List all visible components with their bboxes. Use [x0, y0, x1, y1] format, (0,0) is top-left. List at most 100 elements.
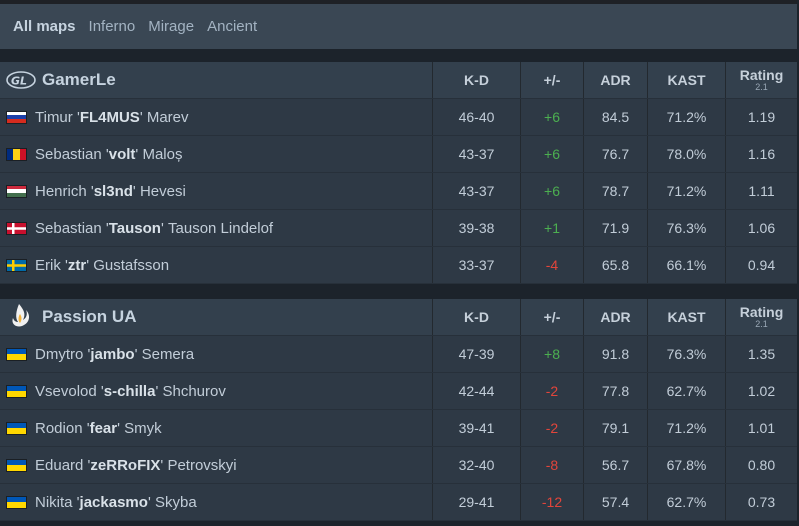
player-first: Nikita — [35, 493, 73, 511]
ukraine-flag-icon — [6, 421, 27, 435]
player-row: Eduard ' zeRRoFIX ' Petrovskyi 32-40 -8 56… — [0, 447, 797, 484]
tab-ancient[interactable]: Ancient — [207, 18, 258, 35]
plus-minus-value: -4 — [520, 247, 583, 283]
player-name-cell[interactable]: Sebastian ' Tauson ' Tauson Lindelof — [0, 210, 432, 246]
player-first: Dmytro — [35, 345, 84, 363]
team-name-cell[interactable]: Passion UA — [0, 299, 432, 335]
kast-value: 62.7% — [647, 373, 725, 409]
tab-all-maps[interactable]: All maps — [13, 18, 76, 35]
kast-value: 76.3% — [647, 210, 725, 246]
rating-value: 1.16 — [725, 136, 797, 172]
adr-value: 79.1 — [583, 410, 647, 446]
kd-value: 29-41 — [432, 484, 520, 520]
kast-value: 71.2% — [647, 410, 725, 446]
player-name-cell[interactable]: Henrich ' sl3nd ' Hevesi — [0, 173, 432, 209]
adr-value: 91.8 — [583, 336, 647, 372]
column-plus-minus[interactable]: +/- — [520, 299, 583, 335]
column-adr[interactable]: ADR — [583, 299, 647, 335]
player-name-cell[interactable]: Dmytro ' jambo ' Semera — [0, 336, 432, 372]
plus-minus-value: -8 — [520, 447, 583, 483]
team-stats-table: GL GamerLe K-D +/- ADR KAST Rating 2.1 T… — [0, 62, 797, 284]
player-first: Henrich — [35, 182, 87, 200]
player-nick: Tauson — [108, 219, 161, 237]
plus-minus-value: +6 — [520, 136, 583, 172]
adr-value: 65.8 — [583, 247, 647, 283]
team-name: Passion UA — [42, 307, 137, 326]
player-row: Nikita ' jackasmo ' Skyba 29-41 -12 57.4 6… — [0, 484, 797, 521]
sweden-flag-icon — [6, 258, 27, 272]
adr-value: 78.7 — [583, 173, 647, 209]
plus-minus-value: -2 — [520, 410, 583, 446]
kd-value: 43-37 — [432, 136, 520, 172]
player-last: Marev — [146, 108, 189, 126]
column-rating[interactable]: Rating 2.1 — [725, 299, 797, 335]
adr-value: 84.5 — [583, 99, 647, 135]
player-name-cell[interactable]: Eduard ' zeRRoFIX ' Petrovskyi — [0, 447, 432, 483]
player-nick: jackasmo — [79, 493, 148, 511]
column-plus-minus[interactable]: +/- — [520, 62, 583, 98]
column-kd[interactable]: K-D — [432, 299, 520, 335]
map-tabs: All maps Inferno Mirage Ancient — [0, 4, 797, 49]
player-row: Rodion ' fear ' Smyk 39-41 -2 79.1 71.2% 1… — [0, 410, 797, 447]
rating-label: Rating — [739, 67, 784, 83]
player-last: Hevesi — [139, 182, 186, 200]
player-last: Smyk — [124, 419, 162, 437]
kd-value: 47-39 — [432, 336, 520, 372]
player-name-cell[interactable]: Timur ' FL4MUS ' Marev — [0, 99, 432, 135]
player-row: Henrich ' sl3nd ' Hevesi 43-37 +6 78.7 71.… — [0, 173, 797, 210]
player-nick: fear — [89, 419, 118, 437]
player-nick: zeRRoFIX — [90, 456, 161, 474]
plus-minus-value: +8 — [520, 336, 583, 372]
column-kast[interactable]: KAST — [647, 299, 725, 335]
plus-minus-value: +6 — [520, 99, 583, 135]
player-first: Rodion — [35, 419, 83, 437]
denmark-flag-icon — [6, 221, 27, 235]
plus-minus-value: +1 — [520, 210, 583, 246]
adr-value: 57.4 — [583, 484, 647, 520]
plus-minus-value: +6 — [520, 173, 583, 209]
team-logo-icon: GL — [6, 69, 36, 91]
player-name-cell[interactable]: Sebastian ' volt ' Maloș — [0, 136, 432, 172]
player-row: Vsevolod ' s-chilla ' Shchurov 42-44 -2 77… — [0, 373, 797, 410]
player-name-cell[interactable]: Erik ' ztr ' Gustafsson — [0, 247, 432, 283]
ukraine-flag-icon — [6, 458, 27, 472]
team-header-row: Passion UA K-D +/- ADR KAST Rating 2.1 — [0, 299, 797, 336]
column-kd[interactable]: K-D — [432, 62, 520, 98]
player-name-cell[interactable]: Rodion ' fear ' Smyk — [0, 410, 432, 446]
tab-mirage[interactable]: Mirage — [148, 18, 195, 35]
column-rating[interactable]: Rating 2.1 — [725, 62, 797, 98]
column-kast[interactable]: KAST — [647, 62, 725, 98]
player-row: Dmytro ' jambo ' Semera 47-39 +8 91.8 76.3… — [0, 336, 797, 373]
column-adr[interactable]: ADR — [583, 62, 647, 98]
ukraine-flag-icon — [6, 495, 27, 509]
kd-value: 33-37 — [432, 247, 520, 283]
plus-minus-value: -2 — [520, 373, 583, 409]
kast-value: 78.0% — [647, 136, 725, 172]
player-name-cell[interactable]: Nikita ' jackasmo ' Skyba — [0, 484, 432, 520]
rating-value: 0.73 — [725, 484, 797, 520]
tab-inferno[interactable]: Inferno — [88, 18, 136, 35]
kd-value: 39-38 — [432, 210, 520, 246]
rating-value: 1.02 — [725, 373, 797, 409]
team-header-row: GL GamerLe K-D +/- ADR KAST Rating 2.1 — [0, 62, 797, 99]
kast-value: 67.8% — [647, 447, 725, 483]
player-nick: ztr — [67, 256, 87, 274]
ukraine-flag-icon — [6, 384, 27, 398]
rating-version: 2.1 — [755, 319, 768, 329]
player-nick: FL4MUS — [79, 108, 140, 126]
rating-value: 1.06 — [725, 210, 797, 246]
player-last: Semera — [141, 345, 195, 363]
plus-minus-value: -12 — [520, 484, 583, 520]
rating-label: Rating — [739, 304, 784, 320]
rating-value: 1.11 — [725, 173, 797, 209]
player-nick: jambo — [90, 345, 135, 363]
player-last: Tauson Lindelof — [168, 219, 274, 237]
kd-value: 43-37 — [432, 173, 520, 209]
player-last: Skyba — [154, 493, 197, 511]
russia-flag-icon — [6, 110, 27, 124]
player-name-cell[interactable]: Vsevolod ' s-chilla ' Shchurov — [0, 373, 432, 409]
kast-value: 76.3% — [647, 336, 725, 372]
team-name-cell[interactable]: GL GamerLe — [0, 62, 432, 98]
ukraine-flag-icon — [6, 347, 27, 361]
player-first: Eduard — [35, 456, 84, 474]
